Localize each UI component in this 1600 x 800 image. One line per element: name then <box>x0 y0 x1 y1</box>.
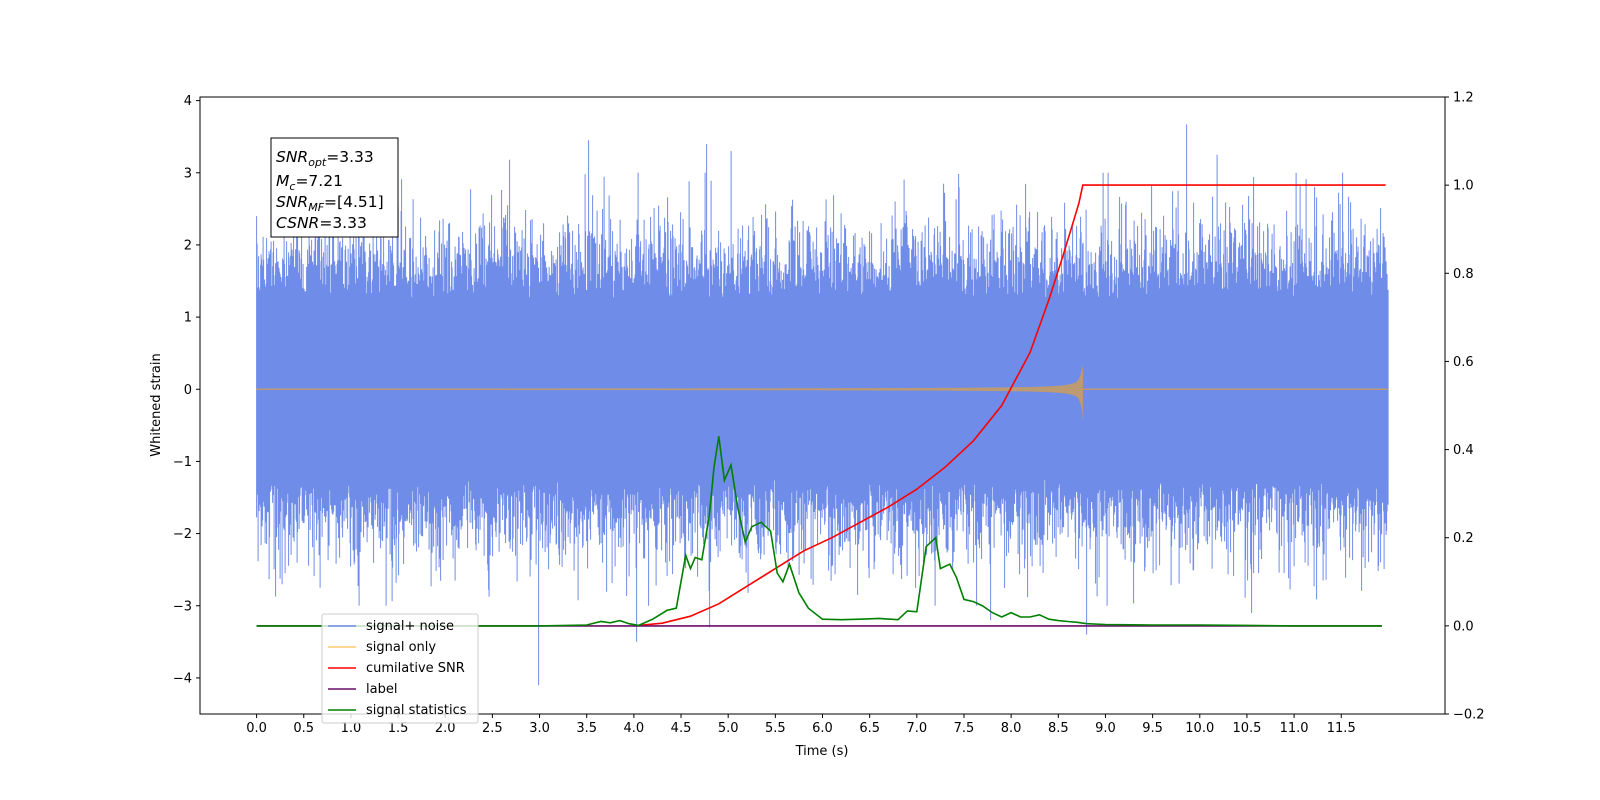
annotation-line: Mc=7.21 <box>276 172 343 193</box>
x-tick-label: 4.5 <box>671 721 692 736</box>
y-tick-label-right: 1.0 <box>1453 179 1474 194</box>
y-axis-label: Whitened strain <box>149 353 164 456</box>
y-tick-label-left: 3 <box>184 166 192 181</box>
x-tick-label: 4.0 <box>624 721 645 736</box>
y-tick-label-right: 0.0 <box>1453 619 1474 634</box>
y-tick-label-left: −2 <box>173 527 192 542</box>
y-tick-label-right: 0.6 <box>1453 355 1474 370</box>
y-axis-right: −0.2 0.0 0.2 0.4 0.6 0.8 1.0 1.2 <box>1445 91 1485 723</box>
annotation-line: SNRMF=[4.51] <box>276 193 384 214</box>
legend-entry: signal only <box>328 640 436 655</box>
x-tick-label: 1.0 <box>341 721 362 736</box>
y-tick-label-left: 4 <box>184 94 192 109</box>
series-cumilative-snr <box>633 184 1386 627</box>
x-tick-label: 7.5 <box>954 721 975 736</box>
legend-frame <box>321 613 479 724</box>
y-tick-label-left: −3 <box>173 599 192 614</box>
annotation-line: CSNR=3.33 <box>276 214 367 232</box>
x-tick-label: 0.5 <box>293 721 314 736</box>
x-tick-label: 3.0 <box>529 721 550 736</box>
y-tick-label-left: −1 <box>173 455 192 470</box>
legend-entry: label <box>328 682 397 697</box>
y-tick-label-right: −0.2 <box>1453 708 1485 723</box>
series-signal-statistics <box>256 436 1382 627</box>
x-tick-label: 2.5 <box>482 721 503 736</box>
legend-label: signal only <box>366 640 436 655</box>
legend: signal+ noise signal only cumilative SNR… <box>321 613 479 724</box>
plot-area <box>256 124 1389 686</box>
annotation-frame <box>270 137 399 238</box>
y-tick-label-right: 0.2 <box>1453 531 1474 546</box>
x-tick-label: 5.0 <box>718 721 739 736</box>
y-tick-label-left: 1 <box>184 311 192 326</box>
x-tick-label: 11.5 <box>1327 721 1356 736</box>
y-axis-left: −4 −3 −2 −1 0 1 2 3 4 <box>173 94 200 686</box>
y-tick-label-left: −4 <box>173 671 192 686</box>
x-tick-label: 1.5 <box>388 721 409 736</box>
annotation-box: SNRopt=3.33 Mc=7.21 SNRMF=[4.51] CSNR=3.… <box>270 137 399 238</box>
legend-entry: signal statistics <box>328 703 467 718</box>
series-signal-noise <box>256 124 1389 686</box>
x-tick-label: 6.0 <box>812 721 833 736</box>
y-tick-label-left: 2 <box>184 238 192 253</box>
legend-entry: cumilative SNR <box>328 661 465 676</box>
x-tick-label: 5.5 <box>765 721 786 736</box>
x-tick-label: 10.5 <box>1232 721 1261 736</box>
x-axis-label: Time (s) <box>795 744 849 759</box>
x-tick-label: 9.0 <box>1095 721 1116 736</box>
x-tick-label: 10.0 <box>1185 721 1214 736</box>
legend-label: signal statistics <box>366 703 467 718</box>
annotation-line: SNRopt=3.33 <box>276 148 374 169</box>
x-tick-label: 6.5 <box>859 721 880 736</box>
x-tick-label: 8.0 <box>1001 721 1022 736</box>
x-tick-label: 9.5 <box>1142 721 1163 736</box>
legend-label: label <box>366 682 397 697</box>
x-tick-label: 8.5 <box>1048 721 1069 736</box>
x-tick-label: 2.0 <box>435 721 456 736</box>
x-tick-label: 7.0 <box>906 721 927 736</box>
legend-label: signal+ noise <box>366 619 454 634</box>
y-tick-label-right: 0.4 <box>1453 443 1474 458</box>
legend-entry: signal+ noise <box>328 619 454 634</box>
y-tick-label-right: 0.8 <box>1453 267 1474 282</box>
x-tick-label: 11.0 <box>1280 721 1309 736</box>
legend-label: cumilative SNR <box>366 661 465 676</box>
x-axis: 0.0 0.5 1.0 1.5 2.0 2.5 3.0 3.5 4.0 4.5 5.0 5.5 6.0 6… <box>246 714 1356 736</box>
y-tick-label-right: 1.2 <box>1453 91 1474 106</box>
x-tick-label: 3.5 <box>576 721 597 736</box>
x-tick-label: 0.0 <box>246 721 267 736</box>
y-tick-label-left: 0 <box>184 383 192 398</box>
